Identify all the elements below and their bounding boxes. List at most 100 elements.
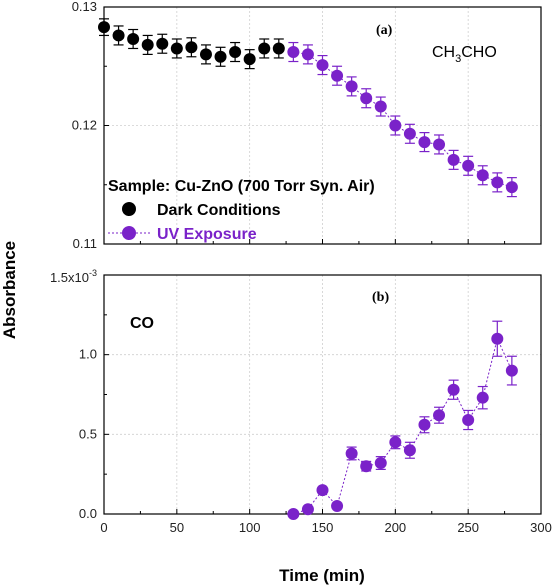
marker [301, 48, 314, 61]
marker [98, 21, 110, 34]
species-label-ch3cho: CH3CHO [432, 44, 497, 65]
data-point-uv-exposure [476, 165, 489, 186]
panel-a-label: (a) [376, 23, 393, 38]
legend-dark-marker [122, 202, 136, 216]
data-point-uv-exposure [374, 96, 387, 117]
marker [112, 29, 125, 42]
y-tick-label: 0.12 [72, 118, 97, 133]
marker [447, 153, 460, 166]
panel-b-label: (b) [372, 290, 389, 305]
data-point-uv-exposure [287, 508, 300, 520]
data-point-dark-conditions [112, 25, 125, 46]
marker [272, 42, 285, 55]
y-tick-label: 0.11 [73, 236, 97, 251]
data-point-uv-exposure [505, 355, 518, 386]
x-axis-title: Time (min) [279, 566, 365, 585]
data-point-uv-exposure [476, 385, 489, 410]
marker [360, 92, 373, 105]
marker [418, 136, 431, 149]
panel-b-frame [103, 274, 542, 515]
marker [374, 457, 387, 470]
data-point-uv-exposure [433, 406, 446, 424]
panel-a-marks [98, 18, 518, 198]
marker [491, 332, 504, 345]
marker [287, 508, 300, 520]
marker [258, 42, 271, 55]
marker [185, 41, 198, 54]
marker [214, 50, 227, 63]
x-tick-label: 150 [312, 520, 334, 535]
data-point-uv-exposure [491, 320, 504, 357]
marker [462, 413, 475, 426]
marker [403, 444, 416, 457]
data-point-dark-conditions [214, 46, 227, 67]
panel-a: 0.11 0.12 0.13 (a) CH3CHO Sample: Cu-ZnO (… [72, 0, 542, 251]
marker [156, 37, 169, 50]
data-point-dark-conditions [127, 28, 140, 50]
y-tick-label: 0.0 [79, 506, 97, 521]
marker [462, 159, 475, 172]
marker [418, 418, 431, 431]
marker [199, 48, 212, 61]
marker [491, 176, 504, 189]
marker [447, 383, 460, 396]
panel-b-ticks: 0 50 100 150 200 250 300 0.0 0.5 1.0 [79, 274, 552, 535]
data-point-dark-conditions [229, 41, 242, 63]
data-point-uv-exposure [331, 65, 344, 86]
marker [127, 32, 140, 45]
marker [345, 80, 358, 93]
data-point-uv-exposure [403, 123, 416, 144]
data-point-uv-exposure [389, 115, 402, 136]
data-point-uv-exposure [345, 446, 358, 461]
marker [316, 484, 329, 497]
data-point-dark-conditions [258, 38, 271, 59]
panel-b-grid [104, 275, 541, 515]
data-point-uv-exposure [418, 416, 431, 434]
data-point-uv-exposure [433, 134, 446, 155]
legend: Dark Conditions UV Exposure [108, 202, 281, 243]
series-line-uv-exposure [293, 51, 513, 188]
data-point-uv-exposure [316, 54, 329, 76]
marker [433, 409, 446, 422]
data-point-uv-exposure [316, 484, 329, 497]
marker [345, 447, 358, 460]
data-point-dark-conditions [98, 18, 110, 37]
x-tick-label: 50 [170, 520, 184, 535]
species-label-co: CO [130, 315, 154, 332]
marker [243, 53, 256, 66]
x-tick-label: 0 [100, 520, 107, 535]
marker [360, 460, 373, 473]
data-point-uv-exposure [418, 132, 431, 153]
marker [331, 500, 344, 513]
marker [476, 169, 489, 182]
y-tick-label: 1.0 [79, 347, 97, 362]
marker [389, 119, 402, 132]
y-tick-label: 0.13 [72, 0, 97, 14]
marker [331, 69, 344, 82]
y-axis-title: Absorbance [0, 241, 19, 339]
data-point-dark-conditions [170, 38, 183, 59]
data-point-uv-exposure [403, 441, 416, 459]
data-point-uv-exposure [287, 41, 300, 63]
marker [229, 46, 242, 59]
data-point-uv-exposure [462, 409, 475, 431]
data-point-dark-conditions [156, 33, 169, 54]
data-point-uv-exposure [374, 456, 387, 470]
legend-uv-label: UV Exposure [157, 226, 257, 243]
marker [374, 100, 387, 113]
data-point-dark-conditions [199, 44, 212, 65]
data-point-dark-conditions [243, 49, 256, 70]
legend-uv-marker [122, 226, 136, 240]
x-tick-label: 100 [239, 520, 261, 535]
data-point-uv-exposure [505, 177, 518, 198]
legend-dark-label: Dark Conditions [157, 202, 281, 219]
data-point-uv-exposure [345, 76, 358, 97]
x-tick-label: 200 [384, 520, 406, 535]
panel-a-ticks: 0.11 0.12 0.13 [72, 0, 542, 251]
marker [170, 42, 183, 55]
data-point-uv-exposure [462, 155, 475, 176]
data-point-uv-exposure [360, 460, 373, 473]
x-tick-label: 300 [530, 520, 552, 535]
data-point-dark-conditions [185, 37, 198, 58]
